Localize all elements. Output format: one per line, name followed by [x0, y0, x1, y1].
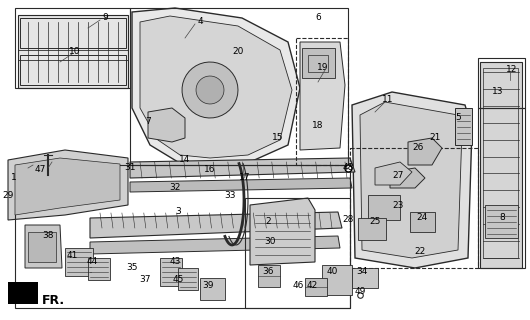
Text: 47: 47 [34, 165, 46, 174]
Text: 18: 18 [312, 121, 324, 130]
Text: 26: 26 [412, 143, 423, 153]
Text: 8: 8 [499, 213, 505, 222]
Text: 31: 31 [124, 164, 136, 172]
Polygon shape [132, 8, 300, 165]
Text: 39: 39 [202, 281, 214, 290]
Text: 1: 1 [11, 173, 17, 182]
Text: 3: 3 [175, 207, 181, 217]
Polygon shape [408, 138, 442, 165]
Text: 17: 17 [239, 173, 251, 182]
Text: 44: 44 [86, 258, 98, 267]
Text: 24: 24 [417, 213, 428, 222]
Polygon shape [410, 212, 435, 232]
Polygon shape [90, 212, 342, 238]
Text: FR.: FR. [42, 293, 65, 307]
Text: 43: 43 [169, 258, 181, 267]
Polygon shape [160, 258, 182, 286]
Polygon shape [200, 278, 225, 300]
Bar [130, 8, 348, 165]
Text: 21: 21 [429, 133, 440, 142]
Text: 42: 42 [306, 281, 317, 290]
Polygon shape [358, 218, 386, 240]
Text: 37: 37 [139, 276, 151, 284]
Polygon shape [485, 205, 518, 238]
Polygon shape [8, 150, 128, 220]
Bar [478, 108, 525, 268]
Polygon shape [322, 265, 352, 295]
Text: 32: 32 [169, 183, 181, 193]
Text: 20: 20 [232, 47, 244, 57]
Polygon shape [148, 108, 185, 142]
Polygon shape [360, 102, 462, 258]
Text: 4: 4 [197, 18, 203, 27]
Polygon shape [88, 258, 110, 280]
Bar [15, 8, 130, 88]
Text: 40: 40 [326, 268, 338, 276]
Text: 36: 36 [262, 268, 274, 276]
Polygon shape [140, 16, 292, 158]
Polygon shape [480, 62, 522, 268]
Text: 48: 48 [342, 164, 354, 172]
Polygon shape [25, 225, 62, 268]
Text: 23: 23 [392, 201, 404, 210]
Polygon shape [130, 158, 355, 178]
Polygon shape [352, 92, 472, 268]
Polygon shape [196, 76, 224, 104]
Text: 22: 22 [414, 247, 426, 257]
Text: 29: 29 [2, 190, 14, 199]
Polygon shape [352, 268, 378, 288]
Polygon shape [455, 108, 472, 145]
Polygon shape [390, 168, 425, 188]
Polygon shape [305, 278, 327, 296]
Polygon shape [300, 42, 345, 150]
Text: 28: 28 [342, 215, 354, 225]
Text: 45: 45 [172, 276, 184, 284]
Text: 33: 33 [224, 190, 236, 199]
Text: 10: 10 [69, 47, 81, 57]
Text: 2: 2 [265, 218, 271, 227]
Text: 25: 25 [369, 218, 381, 227]
Polygon shape [15, 158, 120, 215]
Text: 11: 11 [382, 95, 394, 105]
Polygon shape [368, 195, 400, 220]
Polygon shape [250, 198, 315, 265]
Bar [478, 58, 525, 108]
Polygon shape [258, 265, 280, 287]
Polygon shape [28, 232, 56, 262]
Text: 38: 38 [42, 230, 54, 239]
Bar [296, 38, 348, 165]
Text: 7: 7 [145, 117, 151, 126]
Text: 5: 5 [455, 114, 461, 123]
Polygon shape [90, 236, 340, 254]
Text: 49: 49 [355, 287, 366, 297]
Text: 12: 12 [506, 66, 518, 75]
Text: 30: 30 [264, 237, 276, 246]
Text: 14: 14 [179, 156, 191, 164]
Text: 35: 35 [126, 263, 138, 273]
Polygon shape [375, 162, 412, 185]
Bar [15, 165, 350, 308]
Text: 41: 41 [66, 251, 78, 260]
Polygon shape [18, 15, 128, 88]
Polygon shape [130, 178, 352, 192]
Polygon shape [65, 248, 93, 276]
Polygon shape [302, 48, 335, 78]
Text: 13: 13 [492, 87, 503, 97]
Bar [245, 198, 350, 308]
Text: 27: 27 [392, 171, 404, 180]
Bar [350, 148, 478, 268]
Text: 9: 9 [102, 13, 108, 22]
Text: 6: 6 [315, 13, 321, 22]
Polygon shape [182, 62, 238, 118]
Text: 19: 19 [317, 63, 329, 73]
Bar [8, 282, 38, 304]
Text: 34: 34 [356, 268, 368, 276]
Polygon shape [178, 268, 198, 290]
Text: 15: 15 [272, 133, 284, 142]
Text: 46: 46 [293, 281, 304, 290]
Text: 16: 16 [204, 165, 216, 174]
